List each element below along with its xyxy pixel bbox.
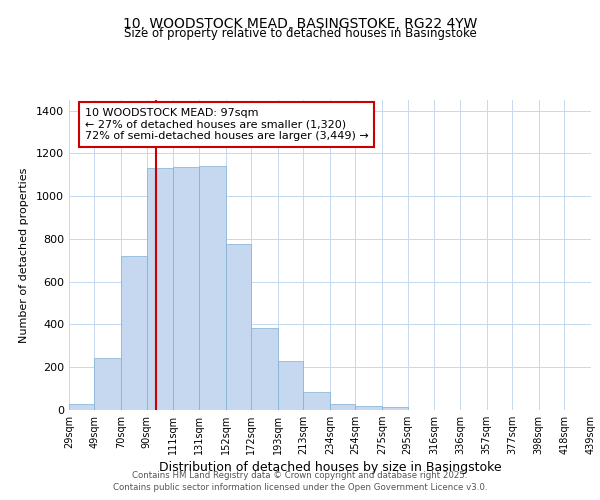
Text: 10 WOODSTOCK MEAD: 97sqm
← 27% of detached houses are smaller (1,320)
72% of sem: 10 WOODSTOCK MEAD: 97sqm ← 27% of detach… xyxy=(85,108,368,141)
Bar xyxy=(303,392,330,410)
Bar xyxy=(146,168,173,410)
Bar xyxy=(226,244,251,410)
Bar xyxy=(278,361,303,410)
Bar xyxy=(121,256,146,410)
Bar xyxy=(330,404,355,410)
X-axis label: Distribution of detached houses by size in Basingstoke: Distribution of detached houses by size … xyxy=(158,462,502,474)
Text: Size of property relative to detached houses in Basingstoke: Size of property relative to detached ho… xyxy=(124,28,476,40)
Bar xyxy=(69,404,94,410)
Bar xyxy=(94,358,121,410)
Bar xyxy=(173,168,199,410)
Bar xyxy=(199,166,226,410)
Bar xyxy=(251,328,278,410)
Y-axis label: Number of detached properties: Number of detached properties xyxy=(19,168,29,342)
Bar xyxy=(382,407,407,410)
Text: 10, WOODSTOCK MEAD, BASINGSTOKE, RG22 4YW: 10, WOODSTOCK MEAD, BASINGSTOKE, RG22 4Y… xyxy=(123,18,477,32)
Bar xyxy=(355,406,382,410)
Text: Contains HM Land Registry data © Crown copyright and database right 2025.
Contai: Contains HM Land Registry data © Crown c… xyxy=(113,471,487,492)
